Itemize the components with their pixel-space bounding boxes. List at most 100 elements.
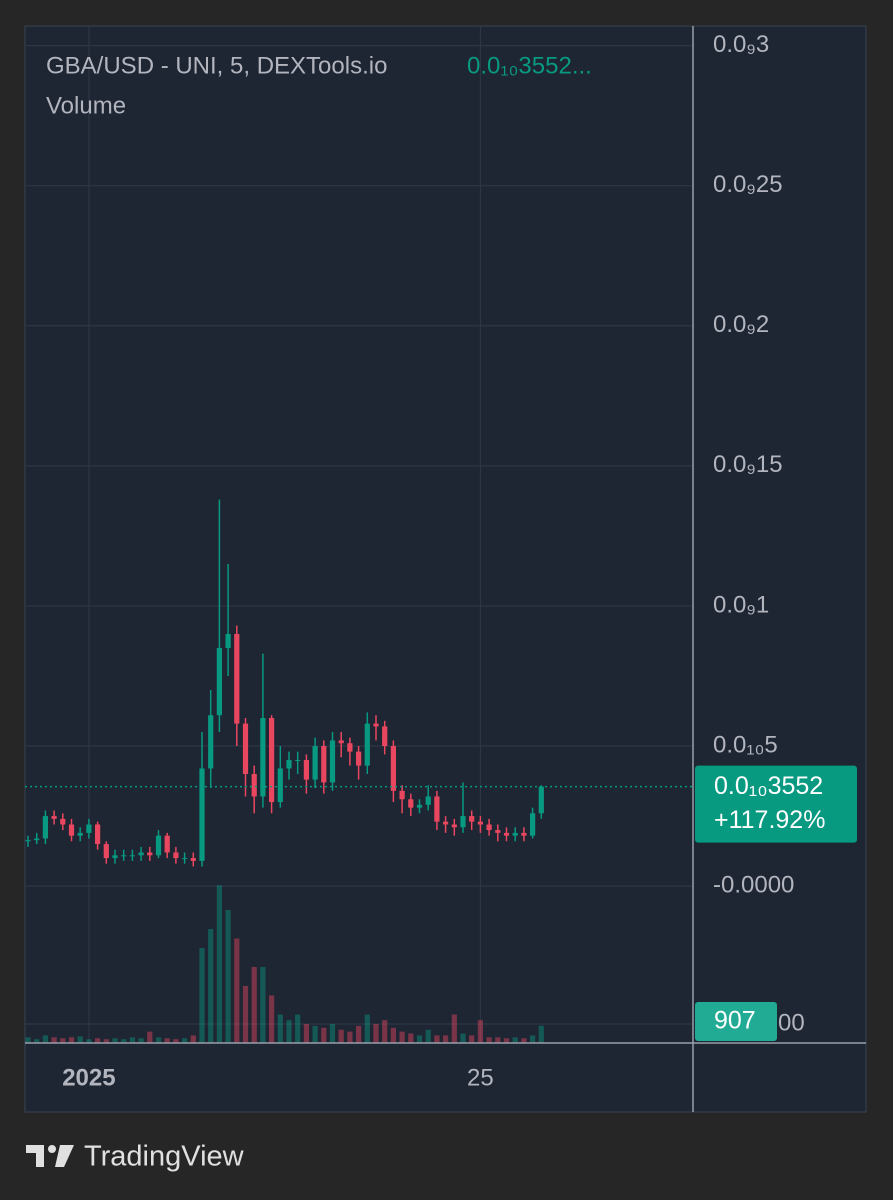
volume-bar (442, 1035, 449, 1043)
chart-title: GBA/USD - UNI, 5, DEXTools.io (46, 52, 387, 79)
candle-body (529, 813, 536, 836)
candle-body (286, 760, 292, 769)
volume-bar (199, 948, 205, 1043)
candles (25, 499, 544, 867)
candle-body (538, 786, 544, 814)
candle-body (216, 647, 223, 716)
axes: 0.0₉3 0.0₉25 0.0₉2 0.0₉15 0.0₉1 0.0₁₀5 -0.0000… (62, 31, 794, 1091)
candle-body (94, 824, 101, 845)
candle-body (60, 818, 66, 825)
y-tick-label: 0.0₉25 (713, 171, 783, 198)
volume-bar (303, 1024, 310, 1043)
candle-body (486, 824, 492, 831)
volume-bar (477, 1020, 484, 1043)
volume-bar (147, 1031, 153, 1043)
candle-body (442, 821, 449, 825)
candle-body (164, 835, 170, 853)
volume-bar (94, 1038, 101, 1043)
candle-body (364, 723, 370, 766)
volume-bar (503, 1038, 510, 1043)
candle-body (138, 852, 144, 856)
candle-body (251, 774, 257, 797)
volume-bar (208, 929, 214, 1043)
candle-body (129, 855, 136, 857)
candle-body (416, 804, 423, 808)
y-tick-label: 0.0₉3 (713, 31, 769, 58)
y-tick-label: -0.0000 (713, 871, 794, 898)
volume-bar (164, 1038, 170, 1043)
candle-body (155, 835, 162, 856)
title-price: 0.0₁₀3552... (467, 52, 592, 79)
candle-body (521, 832, 527, 836)
volume-bar (347, 1031, 353, 1043)
volume-bar (216, 885, 223, 1043)
volume-bar (373, 1024, 379, 1043)
volume-bar (242, 986, 249, 1043)
chart-panel (24, 25, 867, 1113)
volume-bar (251, 967, 257, 1043)
volume-bar (190, 1035, 196, 1043)
volume-bar (295, 1014, 301, 1043)
volume-bar (451, 1014, 457, 1043)
volume-bar (277, 1014, 283, 1043)
volume-bar (112, 1038, 118, 1043)
y-tick-label: 0.0₉2 (713, 311, 769, 338)
candle-body (355, 751, 362, 766)
candle-body (86, 824, 92, 833)
volume-bar (382, 1020, 388, 1043)
volume-bar (390, 1027, 397, 1043)
volume-tag (695, 1002, 777, 1041)
brand: TradingView (84, 1141, 245, 1173)
candle-body (434, 796, 440, 822)
candle-body (242, 723, 249, 775)
volume-bar (416, 1035, 423, 1043)
candle-body (477, 821, 484, 825)
candle-body (147, 852, 153, 856)
candle-body (347, 743, 353, 752)
candle-body (51, 816, 57, 819)
candle-body (112, 855, 118, 859)
volume-bar (68, 1037, 75, 1043)
volume-bar (521, 1038, 527, 1043)
volume-bar (51, 1037, 57, 1043)
candle-body (303, 760, 310, 780)
volume-title: Volume (46, 92, 126, 119)
candle-body (277, 768, 283, 803)
volume-bar (60, 1038, 66, 1043)
volume-bar (34, 1039, 40, 1043)
volume-bar (495, 1037, 501, 1043)
candle-body (460, 816, 466, 828)
volume-pane (25, 885, 544, 1043)
volume-tag-label: 907 (714, 1007, 756, 1035)
price-tag-label: 0.0₁₀3552 (714, 772, 823, 800)
candle-body (451, 824, 457, 828)
candle-body (268, 718, 275, 803)
volume-bar (173, 1039, 179, 1043)
candle-body (34, 838, 40, 841)
y-tick-label: 0.0₉15 (713, 451, 783, 478)
y-tick-label: 0.0₁₀5 (713, 731, 778, 758)
volume-bar (399, 1031, 405, 1043)
candle-body (503, 832, 510, 836)
volume-bar (486, 1037, 492, 1043)
volume-bar (460, 1033, 466, 1043)
candle-body (225, 633, 231, 648)
volume-bar (286, 1020, 292, 1043)
logo (26, 1145, 74, 1167)
candle-body (321, 746, 327, 783)
volume-bar (129, 1037, 136, 1043)
candle-body (382, 726, 388, 747)
volume-bar (155, 1037, 162, 1043)
candle-body (312, 746, 318, 780)
candle-body (68, 824, 75, 836)
y-tick-label: 0.0₉1 (713, 591, 769, 618)
volume-bar (355, 1025, 362, 1043)
volume-bar (338, 1029, 344, 1043)
change-label: +117.92% (714, 806, 825, 834)
price-tag (695, 765, 857, 843)
candle-body (103, 844, 109, 859)
candle-body (295, 760, 301, 762)
candle-body (338, 740, 344, 744)
x-tick-label: 2025 (62, 1064, 115, 1091)
